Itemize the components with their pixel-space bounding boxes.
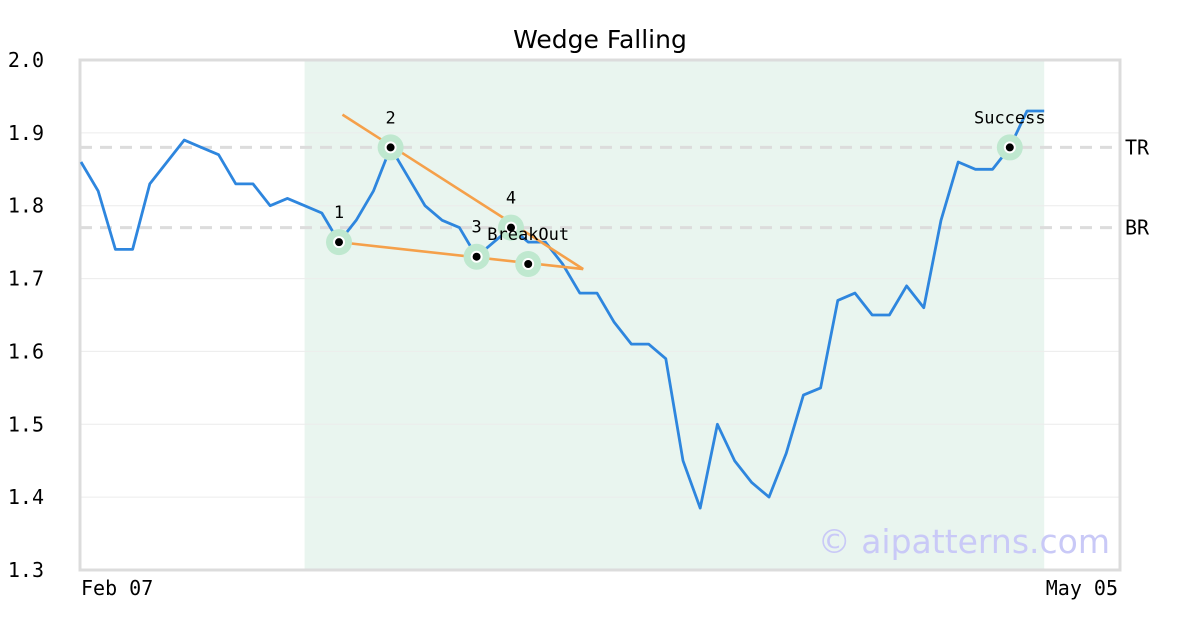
- chart-title: Wedge Falling: [513, 25, 687, 54]
- point-label: 2: [385, 108, 395, 128]
- y-tick-label: 1.7: [8, 267, 44, 291]
- y-tick-label: 1.5: [8, 412, 44, 436]
- pattern-point: [384, 141, 397, 154]
- point-label: 4: [506, 189, 516, 209]
- y-tick-label: 1.4: [8, 485, 44, 509]
- pattern-highlight-region: [304, 60, 1045, 570]
- y-tick-label: 1.9: [8, 121, 44, 145]
- point-label: 3: [471, 218, 481, 238]
- point-label: BreakOut: [487, 225, 569, 245]
- y-tick-label: 2.0: [8, 48, 44, 72]
- watermark-text: © aipatterns.com: [818, 522, 1110, 561]
- point-label: 1: [334, 203, 344, 223]
- wedge-trendline: [338, 240, 584, 271]
- plot-frame: [78, 58, 1122, 572]
- point-label: Success: [974, 108, 1046, 128]
- level-label: TR: [1125, 135, 1150, 159]
- pattern-point: [333, 236, 345, 249]
- pattern-point: [1003, 141, 1016, 154]
- y-tick-label: 1.3: [8, 558, 44, 582]
- y-tick-label: 1.8: [8, 194, 44, 218]
- price-series-line: [79, 109, 1045, 510]
- pattern-point: [470, 250, 483, 263]
- pattern-point: [522, 258, 535, 270]
- x-tick-label: May 05: [1046, 576, 1118, 600]
- x-tick-label: Feb 07: [81, 576, 153, 600]
- pattern-point: [505, 221, 517, 234]
- level-label: BR: [1125, 216, 1150, 240]
- y-tick-label: 1.6: [8, 339, 44, 363]
